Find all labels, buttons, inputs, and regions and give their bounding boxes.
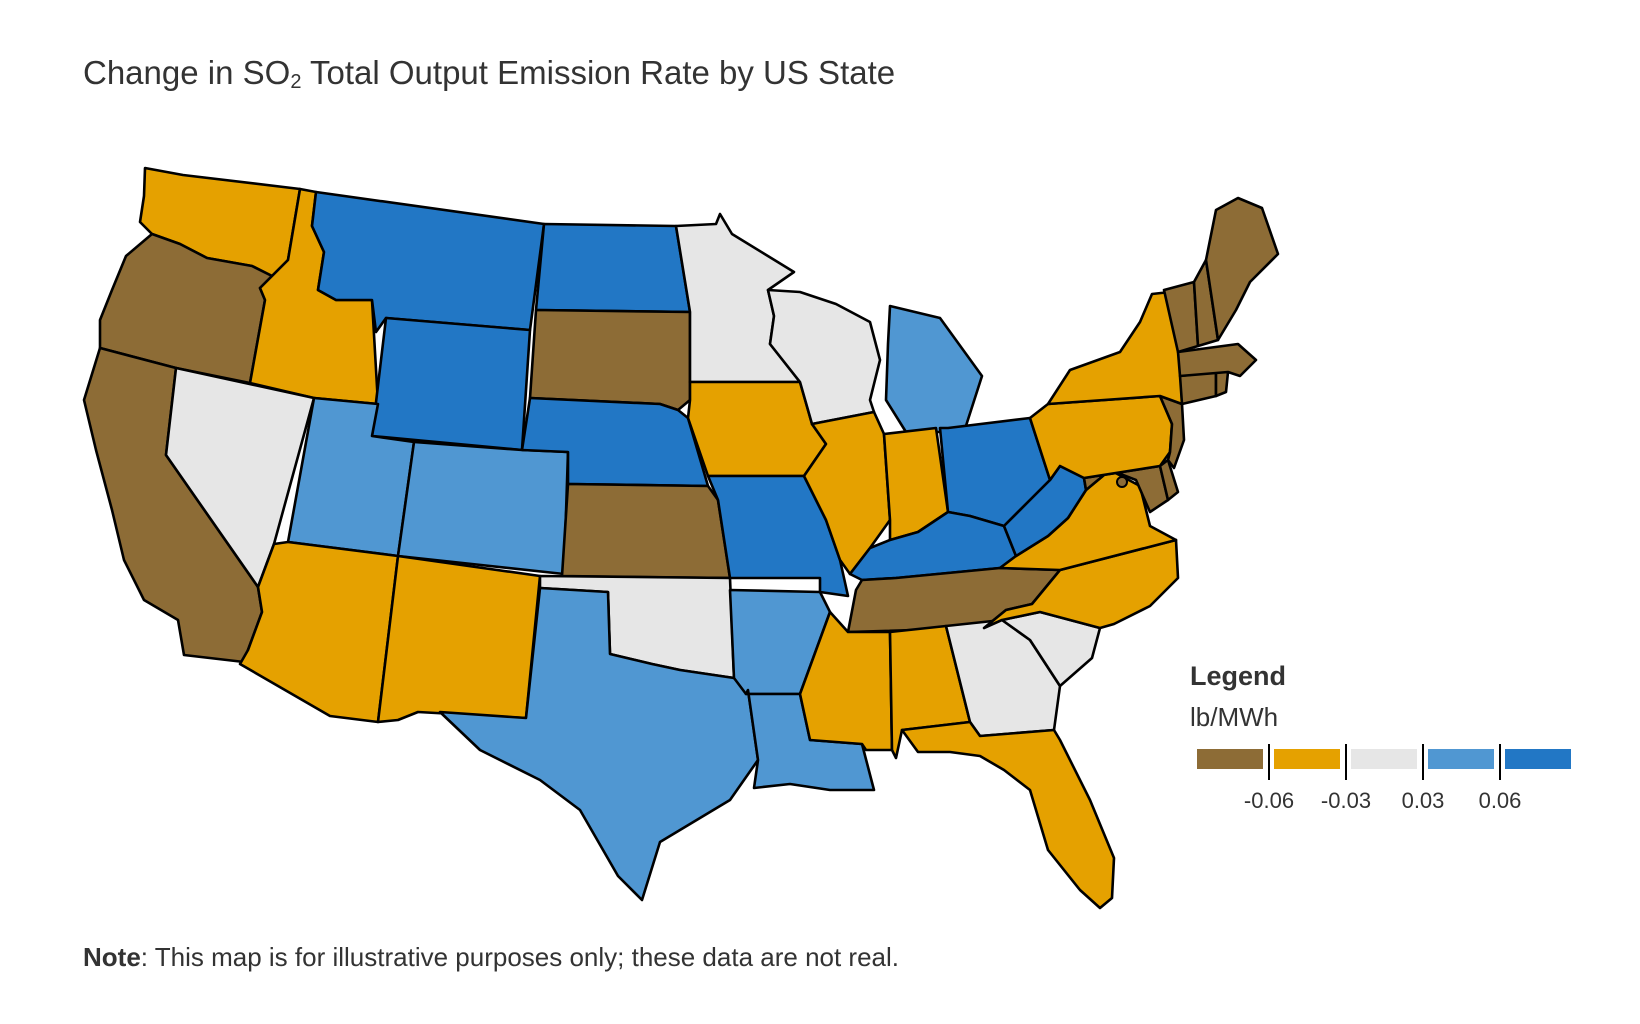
state-colorado: Colorado xyxy=(396,440,570,576)
state-new-mexico: New Mexico xyxy=(376,554,542,724)
legend-swatch-5 xyxy=(1505,749,1571,769)
states-layer: WashingtonOregonCaliforniaIdahoNevadaMon… xyxy=(82,166,1280,910)
legend-tick-2 xyxy=(1345,744,1347,780)
legend-swatch-2 xyxy=(1274,749,1340,769)
state-maine: Maine xyxy=(1204,196,1280,342)
state-south-dakota: South Dakota xyxy=(528,308,692,412)
state-north-dakota: North Dakota xyxy=(534,222,692,314)
state-wisconsin: Wisconsin xyxy=(766,288,882,426)
legend-tick-1 xyxy=(1268,744,1270,780)
legend-label-1: -0.06 xyxy=(1243,788,1295,813)
state-new-jersey: New Jersey xyxy=(1158,394,1186,470)
legend-swatch-3 xyxy=(1351,749,1417,769)
legend-label-4: 0.06 xyxy=(1478,788,1522,813)
legend-swatch-1 xyxy=(1197,749,1263,769)
legend-unit: lb/MWh xyxy=(1190,702,1279,732)
state-delaware: Delaware xyxy=(1158,458,1180,502)
map-title: Change in SO2 Total Output Emission Rate… xyxy=(83,54,896,93)
legend-tick-3 xyxy=(1422,744,1424,780)
legend-label-2: -0.03 xyxy=(1320,788,1372,813)
state-wyoming: Wyoming xyxy=(370,316,532,452)
footnote: Note: This map is for illustrative purpo… xyxy=(83,942,900,972)
legend-title: Legend xyxy=(1190,661,1287,691)
state-florida: Florida xyxy=(900,720,1116,910)
legend-swatch-4 xyxy=(1428,749,1494,769)
state-michigan: Michigan xyxy=(884,304,984,434)
state-montana: Montana xyxy=(310,190,546,334)
state-pennsylvania: Pennsylvania xyxy=(1028,394,1174,482)
state-texas: Texas xyxy=(438,586,760,902)
state-rhode-island: Rhode Island xyxy=(1214,370,1230,398)
state-kansas: Kansas xyxy=(560,482,732,580)
state-massachusetts: Massachusetts xyxy=(1176,342,1258,378)
legend-label-3: 0.03 xyxy=(1401,788,1445,813)
state-arizona: Arizona xyxy=(238,540,400,724)
legend-tick-4 xyxy=(1499,744,1501,780)
dc-marker xyxy=(1116,476,1128,488)
state-new-york: New York xyxy=(1046,290,1184,406)
state-north-carolina: North Carolina xyxy=(982,538,1180,630)
